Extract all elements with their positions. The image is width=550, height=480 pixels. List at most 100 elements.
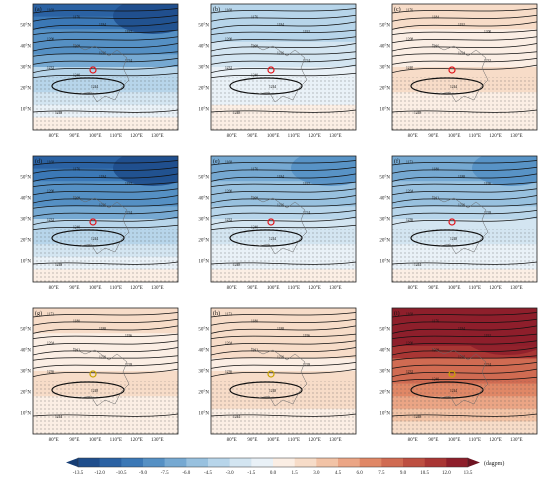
closed-contour bbox=[410, 229, 484, 247]
contour-line bbox=[33, 58, 178, 65]
contour-label: 1232 bbox=[47, 218, 54, 222]
contour-line bbox=[392, 261, 537, 265]
contour-label: 1172 bbox=[225, 313, 232, 317]
lat-tick-label: 20°N bbox=[379, 87, 390, 92]
lon-tick-label: 110°E bbox=[110, 438, 122, 443]
lon-tick-label: 120°E bbox=[308, 134, 321, 139]
panel-frame bbox=[210, 307, 357, 435]
anomaly-band bbox=[33, 54, 178, 68]
lat-tick-label: 40°N bbox=[20, 197, 31, 202]
lon-tick-label: 90°E bbox=[69, 438, 79, 443]
lon-tick-label: 110°E bbox=[469, 134, 481, 139]
contour-line bbox=[33, 29, 178, 35]
anomaly-band bbox=[392, 219, 537, 233]
lat-tick-label: 20°N bbox=[198, 391, 209, 396]
significance-stipple bbox=[33, 381, 178, 434]
anomaly-band bbox=[211, 371, 356, 385]
contour-line bbox=[33, 224, 178, 231]
study-region-marker bbox=[89, 66, 97, 74]
lat-tick-label: 50°N bbox=[379, 328, 390, 333]
contour-line bbox=[211, 160, 356, 166]
contour-line bbox=[392, 362, 537, 369]
lon-tick-label: 80°E bbox=[408, 438, 418, 443]
contour-label: 1216 bbox=[277, 204, 284, 208]
contour-line bbox=[211, 181, 356, 187]
closed-contour bbox=[410, 77, 484, 95]
contour-label: 1224 bbox=[125, 211, 132, 215]
contour-line bbox=[211, 72, 356, 79]
panel-label: (d) bbox=[35, 158, 42, 165]
colorbar-tick-label: -6.0 bbox=[182, 471, 190, 476]
contour-label: 1204 bbox=[47, 341, 54, 345]
contour-label: 1220 bbox=[277, 356, 284, 360]
closed-contour bbox=[51, 229, 125, 247]
lon-tick-label: 130°E bbox=[329, 438, 342, 443]
lat-tick-label: 40°N bbox=[198, 197, 209, 202]
lon-tick-label: 80°E bbox=[227, 438, 237, 443]
contour-line bbox=[392, 203, 537, 209]
coastline bbox=[431, 43, 489, 103]
lon-tick-label: 100°E bbox=[89, 286, 102, 291]
colorbar-tick-label: 6.0 bbox=[357, 471, 364, 476]
contour-label: 1244 bbox=[414, 263, 421, 267]
contour-label: 1220 bbox=[458, 204, 465, 208]
contour-label: 1216 bbox=[458, 356, 465, 360]
colorbar-min-extension bbox=[66, 458, 78, 467]
contour-line bbox=[211, 173, 356, 182]
contour-label: 1172 bbox=[406, 161, 413, 165]
contour-line bbox=[392, 21, 537, 30]
contour-line bbox=[33, 43, 178, 52]
anomaly-band bbox=[211, 41, 356, 55]
lon-tick-label: 120°E bbox=[130, 286, 143, 291]
contour-label: 1208 bbox=[406, 37, 413, 41]
panel-frame bbox=[391, 307, 538, 435]
contour-line bbox=[33, 188, 178, 196]
lon-tick-label: 120°E bbox=[130, 134, 143, 139]
contour-line bbox=[392, 166, 537, 174]
contour-label: 1168 bbox=[47, 9, 54, 13]
lon-tick-label: 110°E bbox=[469, 438, 481, 443]
colorbar-segment bbox=[316, 458, 339, 467]
colorbar-frame bbox=[77, 457, 469, 468]
lon-tick-label: 130°E bbox=[151, 438, 164, 443]
anomaly-band bbox=[392, 371, 537, 385]
contour-line bbox=[211, 188, 356, 196]
contour-line bbox=[392, 340, 537, 348]
contour-line bbox=[392, 160, 537, 166]
lon-tick-label: 90°E bbox=[428, 134, 438, 139]
contour-line bbox=[33, 8, 178, 14]
lat-tick-label: 30°N bbox=[379, 370, 390, 375]
anomaly-band bbox=[33, 371, 178, 385]
lat-tick-label: 50°N bbox=[198, 176, 209, 181]
study-region-marker bbox=[267, 370, 275, 378]
contour-label: 1224 bbox=[303, 59, 310, 63]
contour-line bbox=[33, 355, 178, 361]
contour-line bbox=[33, 210, 178, 217]
panel-frame bbox=[32, 307, 179, 435]
contour-label: 1184 bbox=[432, 16, 439, 20]
contour-line bbox=[211, 58, 356, 65]
contour-label: 1168 bbox=[47, 161, 54, 165]
colorbar-segment bbox=[359, 458, 382, 467]
lon-tick-label: 100°E bbox=[89, 438, 102, 443]
contour-line bbox=[33, 173, 178, 182]
contour-line bbox=[211, 368, 356, 377]
significance-stipple bbox=[211, 381, 356, 434]
closed-contour bbox=[229, 229, 303, 247]
lon-tick-label: 80°E bbox=[49, 134, 59, 139]
colorbar-unit: (dagpm) bbox=[484, 460, 504, 467]
anomaly-band bbox=[33, 41, 178, 55]
contour-label: 1184 bbox=[277, 175, 284, 179]
lon-tick-label: 80°E bbox=[408, 286, 418, 291]
panel-frame bbox=[391, 155, 538, 283]
contour-label: 1196 bbox=[484, 182, 491, 186]
map-panel: 1168 1176 1184 1192 1200 1208 1216 1224 1232 1240… bbox=[198, 3, 357, 139]
anomaly-band bbox=[211, 67, 356, 81]
colorbar-tick-label: -3.0 bbox=[226, 471, 234, 476]
contour-label: 1232 bbox=[225, 218, 232, 222]
map-panel: 1176 1184 1192 1200 1208 1216 1224 1232 1240 1244… bbox=[379, 3, 538, 139]
contour-label: 1208 bbox=[251, 197, 258, 201]
significance-stipple bbox=[33, 77, 178, 130]
anomaly-band bbox=[211, 54, 356, 68]
contour-label: 1240 bbox=[406, 66, 413, 70]
